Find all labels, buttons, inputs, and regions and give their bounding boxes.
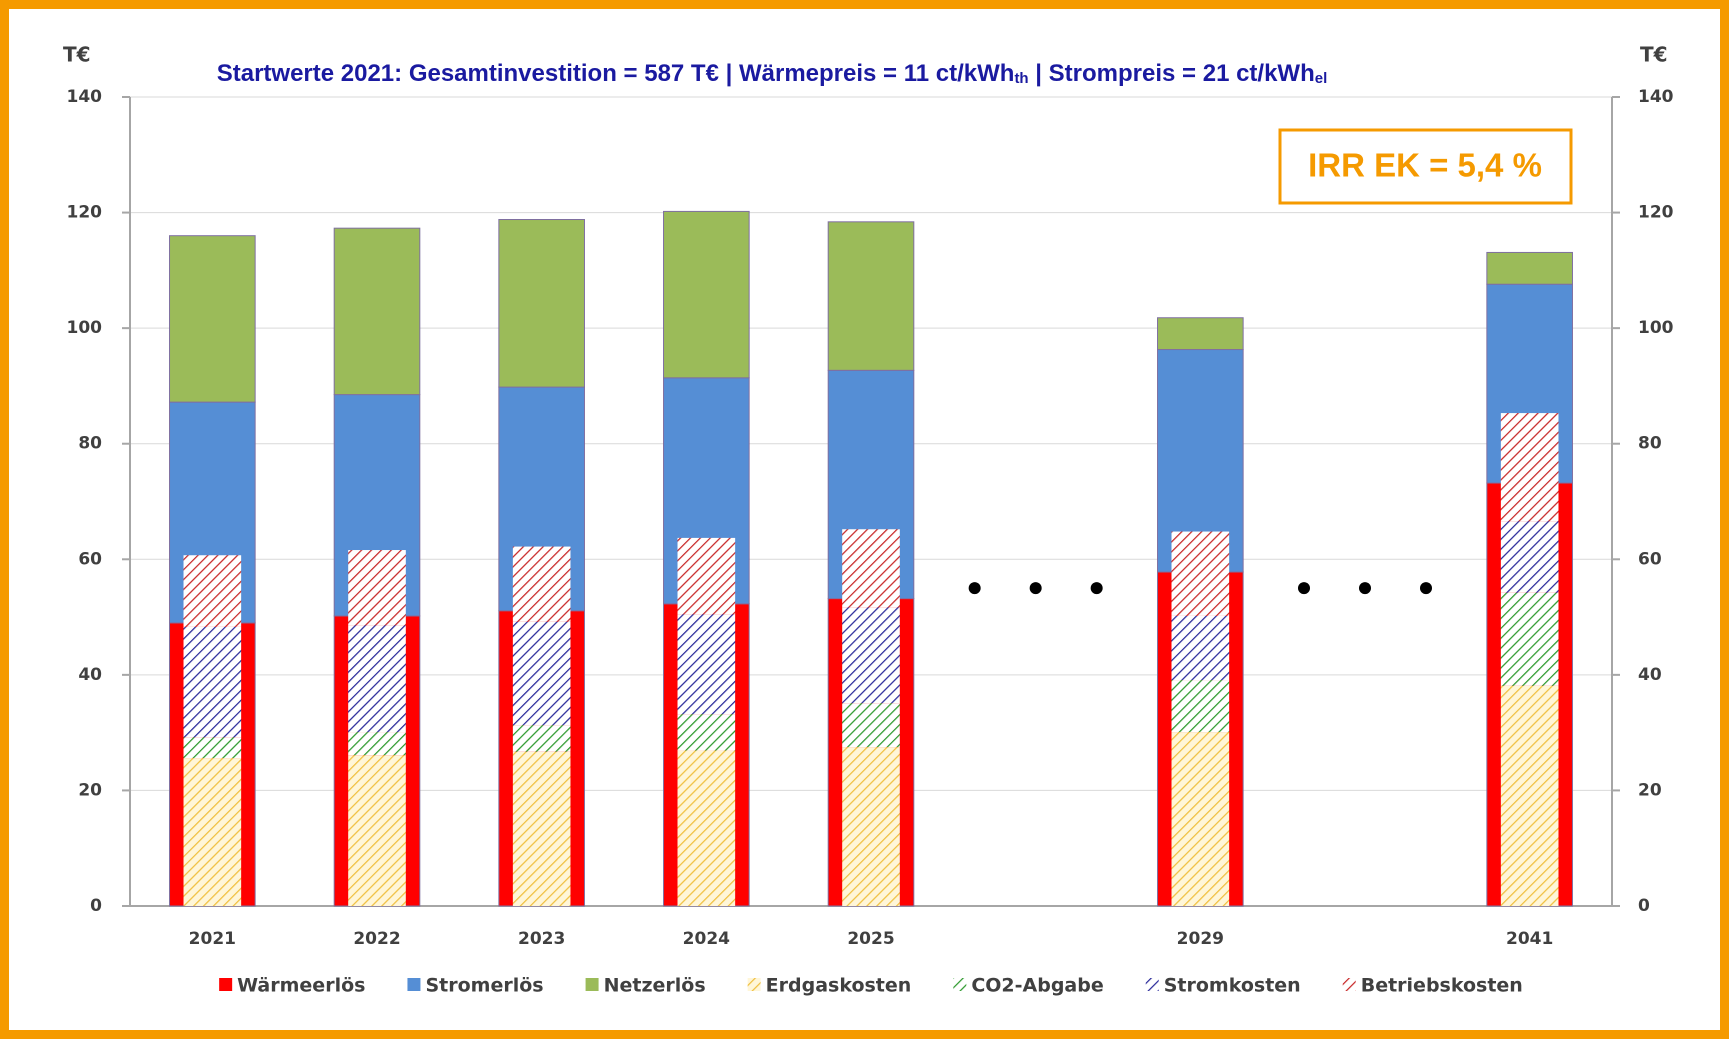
- bar: [183, 555, 242, 627]
- legend-item: Netzerlös: [585, 975, 706, 997]
- ellipsis-dot: [1359, 582, 1371, 595]
- y-tick-label: 120: [67, 203, 103, 223]
- x-tick-label: 2025: [847, 929, 894, 949]
- bar: [1171, 732, 1230, 906]
- title-part: | Strompreis = 21 ct/kWh: [1029, 60, 1315, 87]
- bar: [512, 725, 571, 752]
- legend-item: Betriebskosten: [1342, 975, 1523, 997]
- bar: [677, 714, 736, 751]
- x-tick-label: 2024: [683, 929, 730, 949]
- ellipsis-dot: [968, 582, 981, 595]
- bar: [1500, 413, 1559, 522]
- x-tick-label: 2029: [1177, 929, 1224, 949]
- bar: [1157, 317, 1244, 351]
- legend-swatch: [219, 978, 233, 991]
- bar: [512, 751, 571, 906]
- x-tick-label: 2022: [353, 929, 400, 949]
- legend-item: Stromerlös: [407, 975, 544, 997]
- plot-area: [122, 96, 1620, 907]
- y2-tick-label: 140: [1638, 87, 1674, 107]
- bar: [512, 621, 571, 726]
- bar: [348, 550, 406, 626]
- legend-label: Stromerlös: [425, 975, 543, 997]
- title-subscript: el: [1315, 70, 1328, 87]
- bar: [348, 755, 406, 906]
- bar: [677, 750, 736, 906]
- y2-tick-label: 80: [1638, 434, 1662, 454]
- y-tick-label: 80: [78, 434, 102, 454]
- bar: [1500, 685, 1559, 906]
- bar: [169, 235, 256, 403]
- x-tick-label: 2023: [518, 929, 565, 949]
- legend-item: Wärmeerlös: [219, 975, 365, 997]
- bar: [1500, 521, 1559, 593]
- y-tick-label: 140: [67, 87, 103, 107]
- bar: [1171, 680, 1230, 733]
- bar: [1486, 251, 1573, 285]
- title-part: Startwerte 2021: Gesamtinvestition = 587…: [217, 60, 1015, 87]
- x-tick-label: 2021: [189, 929, 236, 949]
- legend-swatch: [747, 978, 761, 991]
- y2-axis-label: T€: [1640, 43, 1668, 67]
- bar: [677, 537, 736, 615]
- y-tick-label: 100: [67, 318, 103, 338]
- bar: [348, 732, 406, 756]
- y-tick-label: 60: [78, 549, 102, 569]
- legend-swatch: [1145, 978, 1159, 991]
- bar: [1500, 592, 1559, 686]
- y2-tick-label: 0: [1638, 896, 1650, 916]
- bar: [333, 227, 421, 396]
- legend-label: Betriebskosten: [1361, 975, 1523, 997]
- legend-label: Erdgaskosten: [766, 975, 912, 997]
- y2-tick-label: 20: [1638, 780, 1662, 800]
- ellipsis-dot: [1420, 582, 1432, 595]
- y2-tick-label: 120: [1638, 203, 1674, 223]
- legend-item: Erdgaskosten: [747, 975, 912, 997]
- bar: [1171, 531, 1230, 616]
- bar: [1171, 615, 1230, 681]
- bar: [663, 210, 750, 379]
- bar: [842, 529, 900, 608]
- legend-label: Stromkosten: [1164, 975, 1301, 997]
- ellipsis-dot: [1090, 582, 1103, 595]
- bar: [842, 607, 900, 704]
- annotation: IRR EK = 5,4 %: [1308, 147, 1542, 184]
- legend-item: CO2-Abgabe: [953, 975, 1104, 997]
- legend-swatch: [407, 978, 421, 991]
- x-tick-label: 2041: [1506, 929, 1553, 949]
- bar: [183, 737, 242, 759]
- y2-tick-label: 100: [1638, 318, 1674, 338]
- bar: [348, 625, 406, 733]
- bar: [842, 747, 900, 906]
- bar: [183, 758, 242, 906]
- legend-swatch: [953, 978, 967, 991]
- title-subscript: th: [1014, 70, 1028, 87]
- bar: [827, 221, 915, 371]
- y2-tick-label: 40: [1638, 665, 1662, 685]
- ellipsis-dot: [1298, 582, 1310, 595]
- legend-label: CO2-Abgabe: [971, 975, 1103, 997]
- chart-title: Startwerte 2021: Gesamtinvestition = 587…: [217, 60, 1328, 87]
- bar: [183, 626, 242, 738]
- ellipsis-dot: [1029, 582, 1042, 595]
- legend-swatch: [1342, 978, 1356, 991]
- legend-label: Wärmeerlös: [237, 975, 365, 997]
- legend-label: Netzerlös: [604, 975, 706, 997]
- y-tick-label: 40: [78, 665, 102, 685]
- legend-item: Stromkosten: [1145, 975, 1301, 997]
- y2-tick-label: 60: [1638, 549, 1662, 569]
- y-tick-label: 0: [90, 896, 102, 916]
- bar: [498, 219, 585, 388]
- bar: [677, 614, 736, 715]
- y-axis-label: T€: [63, 43, 91, 67]
- legend-swatch: [585, 978, 599, 991]
- bar: [512, 546, 571, 622]
- y-tick-label: 20: [78, 780, 102, 800]
- bar: [842, 703, 900, 748]
- annotation-box: [1278, 128, 1573, 205]
